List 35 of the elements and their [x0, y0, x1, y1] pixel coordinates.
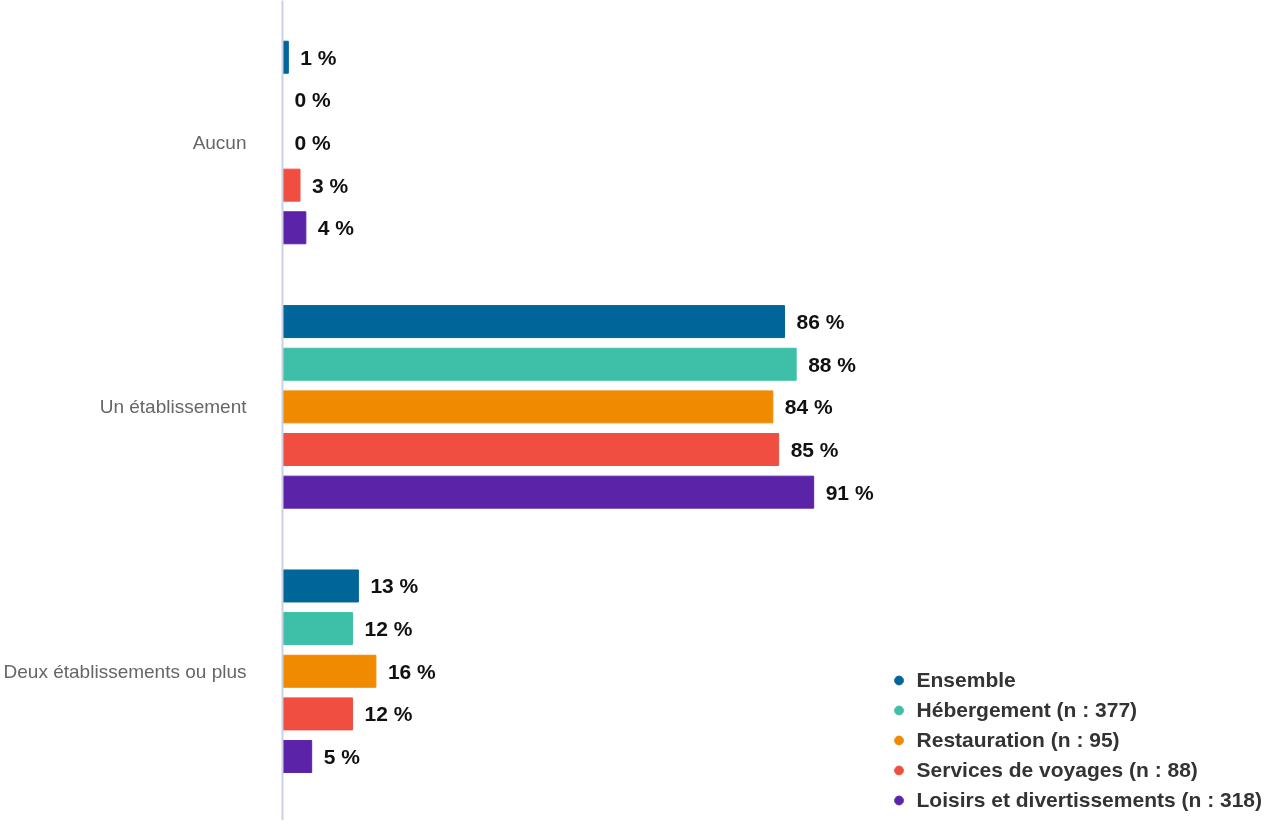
data-label: 84 % — [784, 395, 834, 419]
legend-label: Loisirs et divertissements (n : 318) — [916, 788, 1262, 812]
bar — [282, 211, 307, 245]
bar — [282, 433, 780, 467]
bar — [282, 168, 301, 202]
bar — [282, 654, 377, 688]
bar — [282, 740, 313, 774]
data-label: 0 % — [294, 131, 332, 154]
bar — [282, 569, 359, 603]
bar — [282, 347, 797, 381]
legend-label: Restauration (n : 95) — [916, 728, 1120, 752]
bar — [282, 697, 354, 731]
data-label: 85 % — [790, 438, 839, 462]
y-tick-label: Deux établissements ou plus — [3, 660, 247, 682]
bar — [282, 475, 815, 509]
data-label: 12 % — [364, 702, 413, 726]
y-tick-label: Aucun — [192, 132, 247, 153]
bar — [282, 612, 354, 646]
data-label: 5 % — [323, 745, 361, 769]
data-label: 86 % — [796, 310, 845, 334]
data-label: 3 % — [312, 173, 349, 197]
data-label: 13 % — [370, 574, 419, 598]
bar — [282, 390, 774, 424]
legend-label: Services de voyages (n : 88) — [916, 758, 1198, 782]
data-label: 88 % — [808, 352, 857, 376]
data-label: 91 % — [825, 480, 874, 504]
legend-label: Ensemble — [916, 668, 1016, 692]
data-label: 0 % — [294, 88, 332, 112]
data-label: 4 % — [317, 216, 355, 240]
data-label: 12 % — [364, 617, 413, 641]
data-label: 1 % — [300, 45, 337, 69]
data-label: 16 % — [387, 659, 437, 683]
y-tick-label: Un établissement — [99, 396, 248, 418]
bar — [282, 305, 785, 339]
legend-label: Hébergement (n : 377) — [916, 698, 1138, 722]
